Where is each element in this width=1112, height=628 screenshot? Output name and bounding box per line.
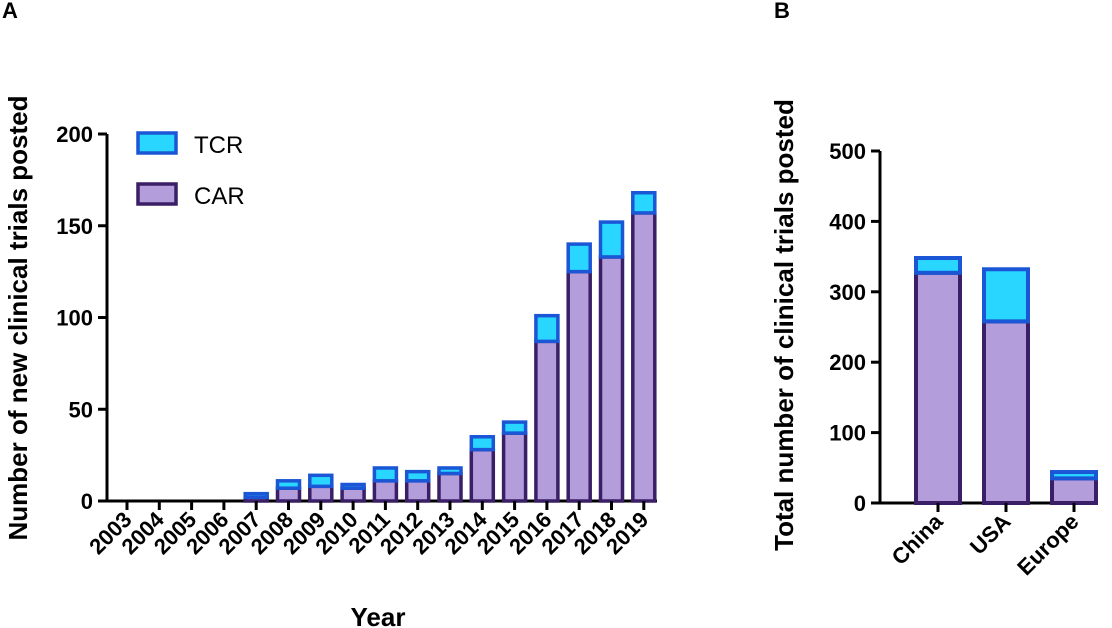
y-tick-label: 200 (56, 122, 93, 147)
x-tick-label-china: China (887, 508, 948, 569)
y-tick-label: 400 (829, 209, 866, 234)
legend-label-tcr: TCR (194, 132, 243, 159)
panel-b-bars (914, 256, 1098, 506)
y-tick-label: 150 (56, 214, 93, 239)
bar-car-2018 (598, 255, 625, 503)
y-tick-label: 300 (829, 280, 866, 305)
bar-tcr-2017 (566, 242, 592, 274)
bar-car-europe (1050, 476, 1098, 505)
panel-a-x-axis-title: Year (351, 602, 406, 628)
panel-a-bars (243, 190, 657, 503)
y-tick-label: 0 (854, 491, 866, 516)
panel-b-letter: B (774, 0, 790, 23)
bar-car-2009 (308, 484, 334, 503)
panel-a-y-axis-title: Number of new clinical trials posted (3, 96, 33, 541)
panel-a-x-axis: 2003200420052006200720082009201020112012… (84, 501, 653, 559)
bar-tcr-2009 (308, 473, 334, 489)
legend-label-car: CAR (194, 183, 245, 210)
y-tick-label: 0 (81, 489, 93, 514)
bar-tcr-2016 (534, 313, 560, 344)
panel-a: A Number of new clinical trials posted Y… (2, 0, 657, 628)
panel-a-letter: A (2, 0, 18, 23)
bar-tcr-2015 (501, 420, 528, 435)
bar-car-2011 (372, 479, 399, 503)
bar-tcr-2018 (598, 220, 625, 259)
bar-tcr-usa (982, 267, 1030, 324)
panel-b: B Total number of clinical trials posted… (769, 0, 1098, 580)
panel-a-legend: TCR CAR (136, 131, 245, 210)
bar-car-2012 (404, 479, 431, 503)
bar-tcr-2010 (340, 482, 366, 490)
bar-tcr-2011 (372, 466, 399, 483)
bar-car-2010 (340, 486, 366, 503)
bar-car-2016 (534, 339, 560, 503)
x-tick-label-europe: Europe (1012, 509, 1083, 580)
bar-tcr-2019 (631, 190, 657, 215)
bar-tcr-2008 (275, 479, 302, 490)
y-tick-label: 100 (56, 306, 93, 331)
bar-car-china (914, 270, 962, 505)
bar-tcr-2013 (437, 466, 463, 476)
y-tick-label: 50 (69, 397, 93, 422)
legend-swatch-tcr (136, 131, 178, 155)
bar-tcr-china (914, 256, 962, 275)
x-tick-label-usa: USA (965, 509, 1016, 560)
y-tick-label: 500 (829, 139, 866, 164)
y-tick-label: 100 (829, 421, 866, 446)
bar-car-2014 (469, 447, 496, 503)
legend-swatch-car (136, 182, 178, 206)
panel-b-y-axis: 0 100 200 300 400 500 (829, 139, 1098, 516)
panel-b-y-axis-title: Total number of clinical trials posted (769, 99, 799, 551)
bar-car-usa (982, 319, 1030, 506)
y-tick-label: 200 (829, 350, 866, 375)
bar-car-2015 (501, 431, 528, 503)
bar-tcr-2014 (469, 435, 496, 452)
bar-tcr-2007 (243, 491, 269, 500)
bar-car-2017 (566, 269, 592, 503)
bar-tcr-europe (1050, 470, 1098, 481)
bar-tcr-2012 (404, 469, 431, 483)
bar-car-2008 (275, 486, 302, 503)
bar-car-2019 (631, 211, 657, 503)
bar-car-2013 (437, 471, 463, 503)
